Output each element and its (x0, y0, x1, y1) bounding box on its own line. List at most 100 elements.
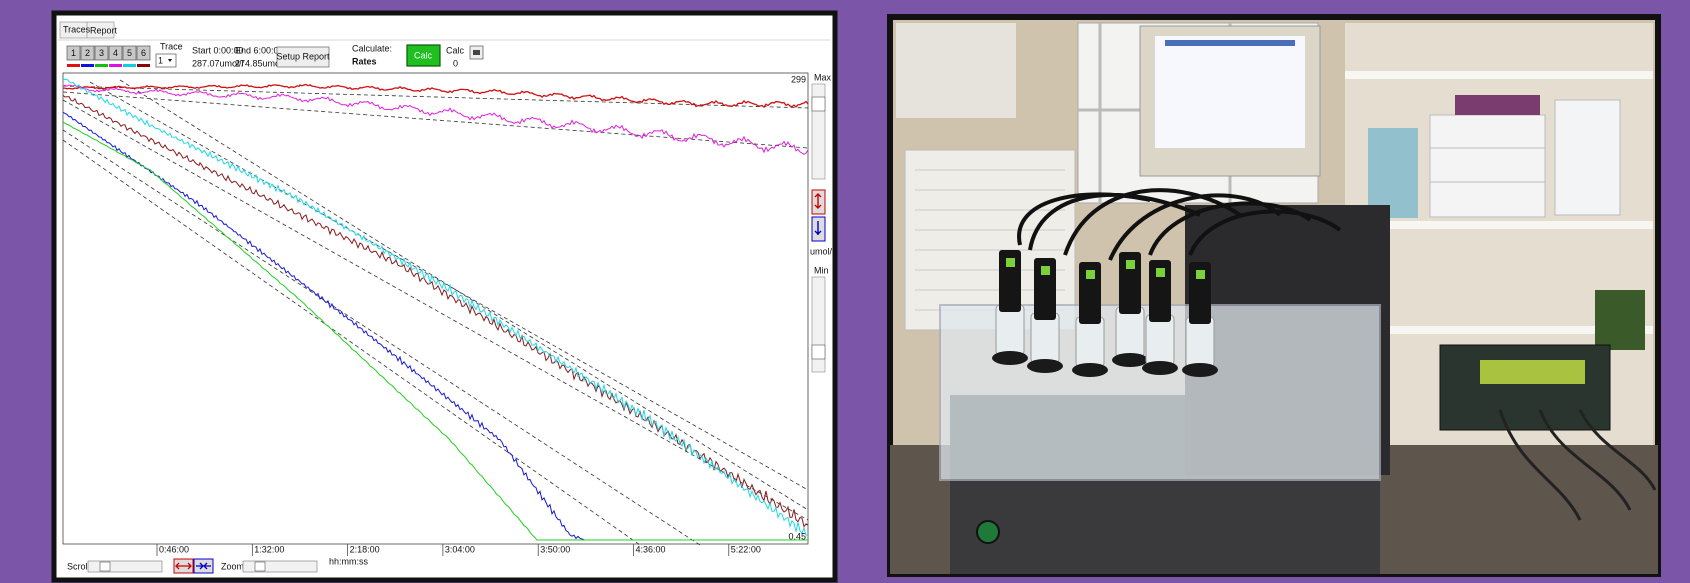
monitor-titlebar (1165, 40, 1295, 46)
scale-up-icon (814, 193, 822, 209)
chamber-base (1182, 363, 1218, 377)
traces (62, 77, 809, 546)
expand-icon (175, 562, 192, 570)
trace-button-label[interactable]: 3 (99, 48, 104, 58)
tab[interactable]: Traces (63, 24, 91, 34)
probe-tag (1156, 268, 1165, 277)
probe-chamber (1115, 306, 1145, 358)
start-time: Start 0:00:00 (192, 45, 244, 55)
trace-color (123, 64, 136, 67)
trace-button-label[interactable]: 4 (113, 48, 118, 58)
trace (62, 84, 809, 155)
fit-line (89, 81, 809, 491)
x-tick-label: 0:46:00 (159, 544, 189, 554)
fit-line (62, 129, 701, 546)
trace-button[interactable] (66, 45, 81, 61)
trace-button-label[interactable]: 5 (127, 48, 132, 58)
probe-chamber (1185, 316, 1215, 368)
trace-button-label[interactable]: 6 (141, 48, 146, 58)
fit-line (62, 91, 809, 149)
trace-button[interactable] (94, 45, 109, 61)
fit-line (62, 99, 809, 521)
storage-drawers (1429, 114, 1546, 218)
chamber-base (1142, 361, 1178, 375)
trace-color (109, 64, 122, 67)
max-label: Max (814, 72, 832, 82)
max-scroll-thumb[interactable] (811, 96, 826, 112)
calc-button[interactable] (406, 44, 441, 67)
end-time: End 6:00:08 (235, 45, 284, 55)
monitor-screen (1155, 36, 1305, 148)
min-label: Min (814, 265, 829, 275)
scroll-label: Scroll (67, 561, 90, 571)
trace (62, 121, 808, 541)
probe-chamber (1145, 314, 1175, 366)
x-axis: 0:46:00 1:32:00 2:18:00 3:04:00 3:50:00 4:36:… (156, 544, 761, 556)
trace-button-label[interactable]: 1 (71, 48, 76, 58)
plot-area (62, 72, 809, 545)
trace-button-label[interactable]: 2 (85, 48, 90, 58)
setup-report-button[interactable] (276, 46, 330, 68)
chamber-base (1112, 353, 1148, 367)
y-max: 299 (791, 74, 806, 84)
meter-cables (1498, 409, 1657, 521)
trace-button[interactable] (80, 45, 95, 61)
scroll-bar[interactable] (87, 560, 163, 573)
probe-tag (1196, 270, 1205, 279)
dropdown-arrow (168, 59, 172, 62)
fit-line (62, 85, 809, 109)
zoom-label: Zoom (221, 561, 244, 571)
software-window: Traces Report Trace 1 Start 0:00:00 287.… (51, 10, 838, 583)
trace (63, 83, 809, 109)
min-scroll-thumb[interactable] (811, 344, 826, 360)
trace-color (67, 64, 80, 67)
trace-select[interactable] (155, 53, 177, 68)
probe-tag (1041, 266, 1050, 275)
calculate-mode: Rates (352, 56, 377, 66)
x-tick-label: 3:04:00 (445, 544, 475, 554)
trace-color (95, 64, 108, 67)
zoom-thumb[interactable] (254, 561, 266, 572)
trace-color (137, 64, 150, 67)
setup-report-label[interactable]: Setup Report (276, 51, 330, 61)
probe-tag (1006, 258, 1015, 267)
trace-select-value[interactable]: 1 (158, 55, 163, 65)
tab[interactable]: Report (90, 25, 118, 35)
lab-photo (887, 14, 1661, 577)
x-tick-label: 5:22:00 (731, 544, 761, 554)
trace (62, 77, 809, 536)
chamber-base (1027, 359, 1063, 373)
probe-chamber (1075, 316, 1105, 368)
fit-line (119, 79, 809, 511)
x-unit: hh:mm:ss (329, 556, 369, 566)
zoom-bar[interactable] (242, 560, 318, 573)
calc-button-label[interactable]: Calc (414, 50, 433, 60)
scroll-thumb[interactable] (99, 561, 111, 572)
print-icon (473, 50, 480, 55)
x-tick-label: 3:50:00 (540, 544, 570, 554)
start-value: 287.07umol/l (192, 58, 244, 68)
trace-button[interactable] (122, 45, 137, 61)
trace-button[interactable] (136, 45, 151, 61)
x-tick-label: 1:32:00 (254, 544, 284, 554)
end-value: 274.85umol/l (235, 58, 287, 68)
probe-tag (1126, 260, 1135, 269)
power-button (976, 520, 1000, 544)
probe-body (1079, 262, 1101, 324)
chamber-base (992, 351, 1028, 365)
supply-box (1554, 99, 1621, 216)
probe-cables (1017, 188, 1342, 261)
fit-line (62, 139, 641, 546)
meter-display (1480, 360, 1585, 384)
chamber-base (1072, 363, 1108, 377)
trace-button[interactable] (108, 45, 123, 61)
probe-body (999, 250, 1021, 312)
probe-tag (1086, 270, 1095, 279)
compress-icon (196, 562, 211, 570)
probe-body (1189, 262, 1211, 324)
calc-label: Calc (446, 45, 465, 55)
trace (62, 95, 809, 528)
scale-down-icon (814, 221, 822, 235)
wall-panel (896, 23, 1016, 118)
